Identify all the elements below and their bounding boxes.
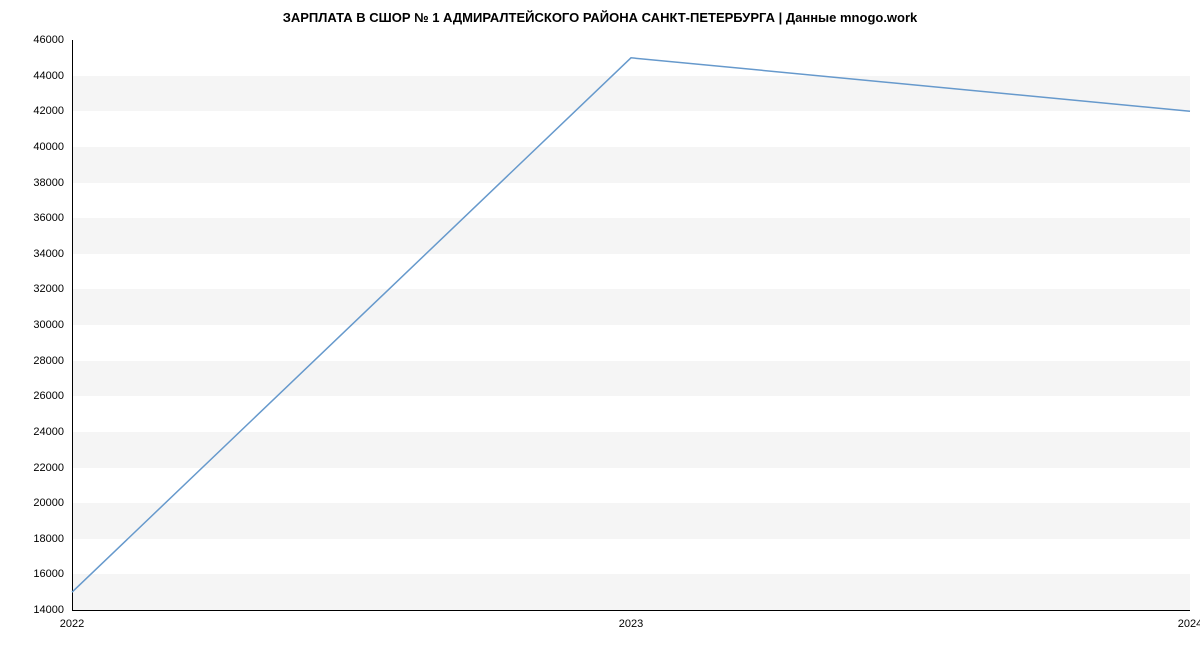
y-tick-label: 38000 xyxy=(33,177,72,189)
y-tick-label: 40000 xyxy=(33,141,72,153)
y-tick-label: 22000 xyxy=(33,462,72,474)
chart-title: ЗАРПЛАТА В СШОР № 1 АДМИРАЛТЕЙСКОГО РАЙО… xyxy=(0,10,1200,25)
y-tick-label: 30000 xyxy=(33,319,72,331)
y-tick-label: 20000 xyxy=(33,497,72,509)
y-tick-label: 34000 xyxy=(33,248,72,260)
y-tick-label: 24000 xyxy=(33,426,72,438)
y-tick-label: 46000 xyxy=(33,34,72,46)
x-tick-label: 2024 xyxy=(1178,610,1200,630)
y-tick-label: 18000 xyxy=(33,533,72,545)
y-tick-label: 36000 xyxy=(33,212,72,224)
x-tick-label: 2022 xyxy=(60,610,84,630)
y-tick-label: 42000 xyxy=(33,105,72,117)
x-tick-label: 2023 xyxy=(619,610,643,630)
plot-area: 1400016000180002000022000240002600028000… xyxy=(72,40,1190,610)
y-tick-label: 44000 xyxy=(33,70,72,82)
salary-line-chart: ЗАРПЛАТА В СШОР № 1 АДМИРАЛТЕЙСКОГО РАЙО… xyxy=(0,0,1200,650)
y-tick-label: 28000 xyxy=(33,355,72,367)
line-layer xyxy=(72,40,1190,610)
y-tick-label: 16000 xyxy=(33,568,72,580)
series-line-salary xyxy=(72,58,1190,592)
y-tick-label: 26000 xyxy=(33,390,72,402)
x-axis-line xyxy=(72,610,1190,611)
y-tick-label: 32000 xyxy=(33,283,72,295)
